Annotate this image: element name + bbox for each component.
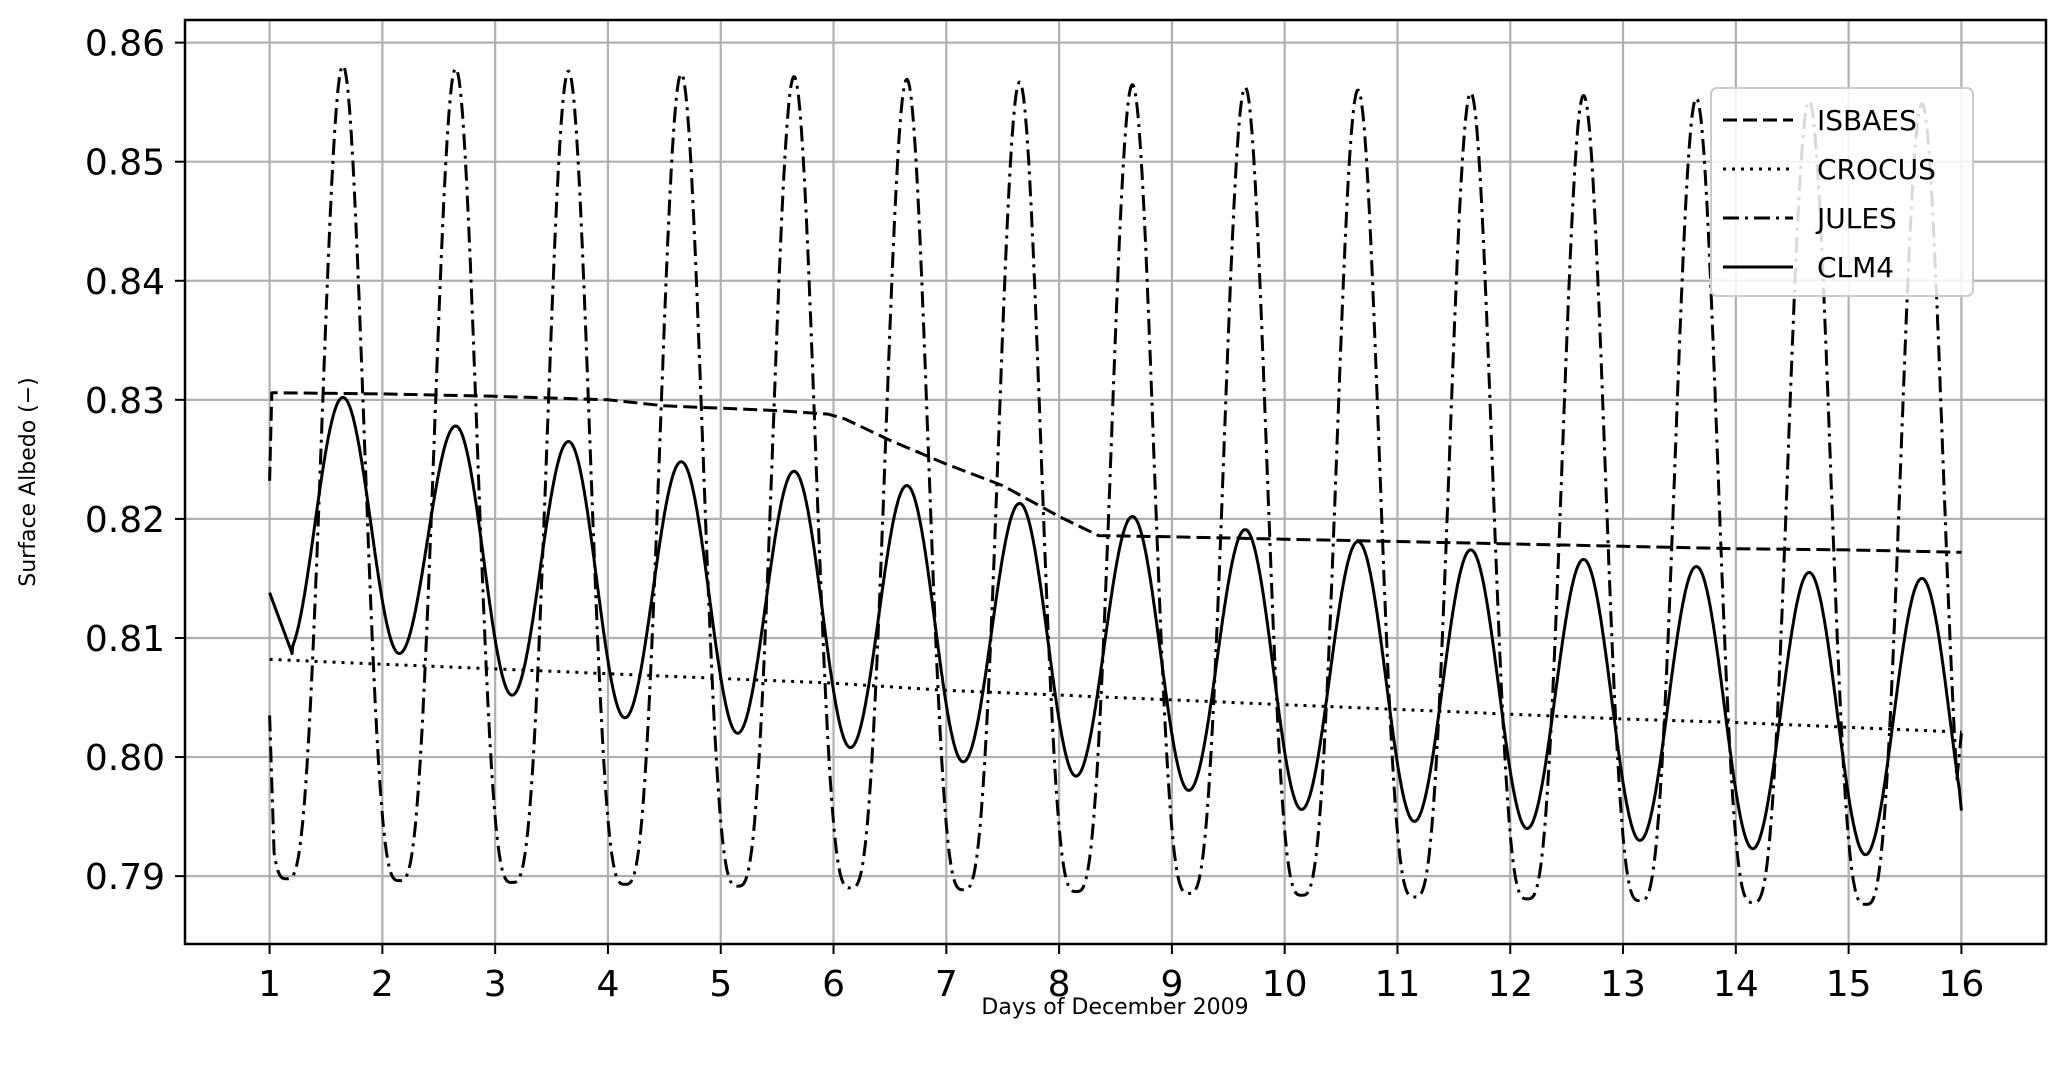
x-tick-label: 8 [1048, 964, 1071, 1005]
x-tick-label: 15 [1826, 964, 1872, 1005]
y-tick-label: 0.82 [85, 500, 165, 541]
legend-label-isbaes: ISBAES [1817, 104, 1917, 137]
legend-label-jules: JULES [1815, 202, 1897, 235]
x-tick-label: 1 [258, 964, 281, 1005]
x-tick-label: 10 [1262, 964, 1308, 1005]
x-tick-label: 16 [1939, 964, 1985, 1005]
series-lines [268, 64, 1963, 906]
y-tick-label: 0.79 [85, 857, 165, 898]
y-tick-label: 0.85 [85, 143, 165, 184]
legend-label-crocus: CROCUS [1817, 153, 1936, 186]
x-tick-label: 3 [484, 964, 507, 1005]
series-line-clm4 [268, 396, 1963, 857]
series-line-isbaes [268, 391, 1962, 554]
ticks: 1 2 3 4 5 6 7 8 9 10 11 12 13 14 15 160.790.800.810.820… [85, 24, 1984, 1005]
y-tick-label: 0.83 [85, 381, 165, 422]
x-tick-label: 6 [822, 964, 845, 1005]
series-line-crocus [269, 657, 1962, 734]
x-tick-label: 13 [1600, 964, 1646, 1005]
x-tick-label: 14 [1713, 964, 1759, 1005]
grid [185, 20, 2046, 944]
x-tick-label: 9 [1160, 964, 1183, 1005]
y-tick-label: 0.81 [85, 619, 165, 660]
legend-label-clm4: CLM4 [1817, 251, 1894, 284]
x-axis-label: Days of December 2009 [981, 995, 1248, 1020]
x-tick-label: 2 [371, 964, 394, 1005]
x-tick-label: 4 [597, 964, 620, 1005]
legend: ISBAES CROCUS JULES CLM4 [1710, 87, 1974, 297]
y-axis-label: Surface Albedo (−) [16, 377, 41, 586]
y-tick-label: 0.80 [85, 738, 165, 779]
series-line-jules [268, 64, 1963, 906]
x-tick-label: 5 [709, 964, 732, 1005]
x-tick-label: 11 [1375, 964, 1421, 1005]
legend-box [1710, 87, 1974, 297]
plot-frame [183, 18, 2048, 946]
x-tick-label: 12 [1487, 964, 1533, 1005]
x-tick-label: 7 [935, 964, 958, 1005]
y-tick-label: 0.86 [85, 24, 165, 65]
y-tick-label: 0.84 [85, 262, 165, 303]
